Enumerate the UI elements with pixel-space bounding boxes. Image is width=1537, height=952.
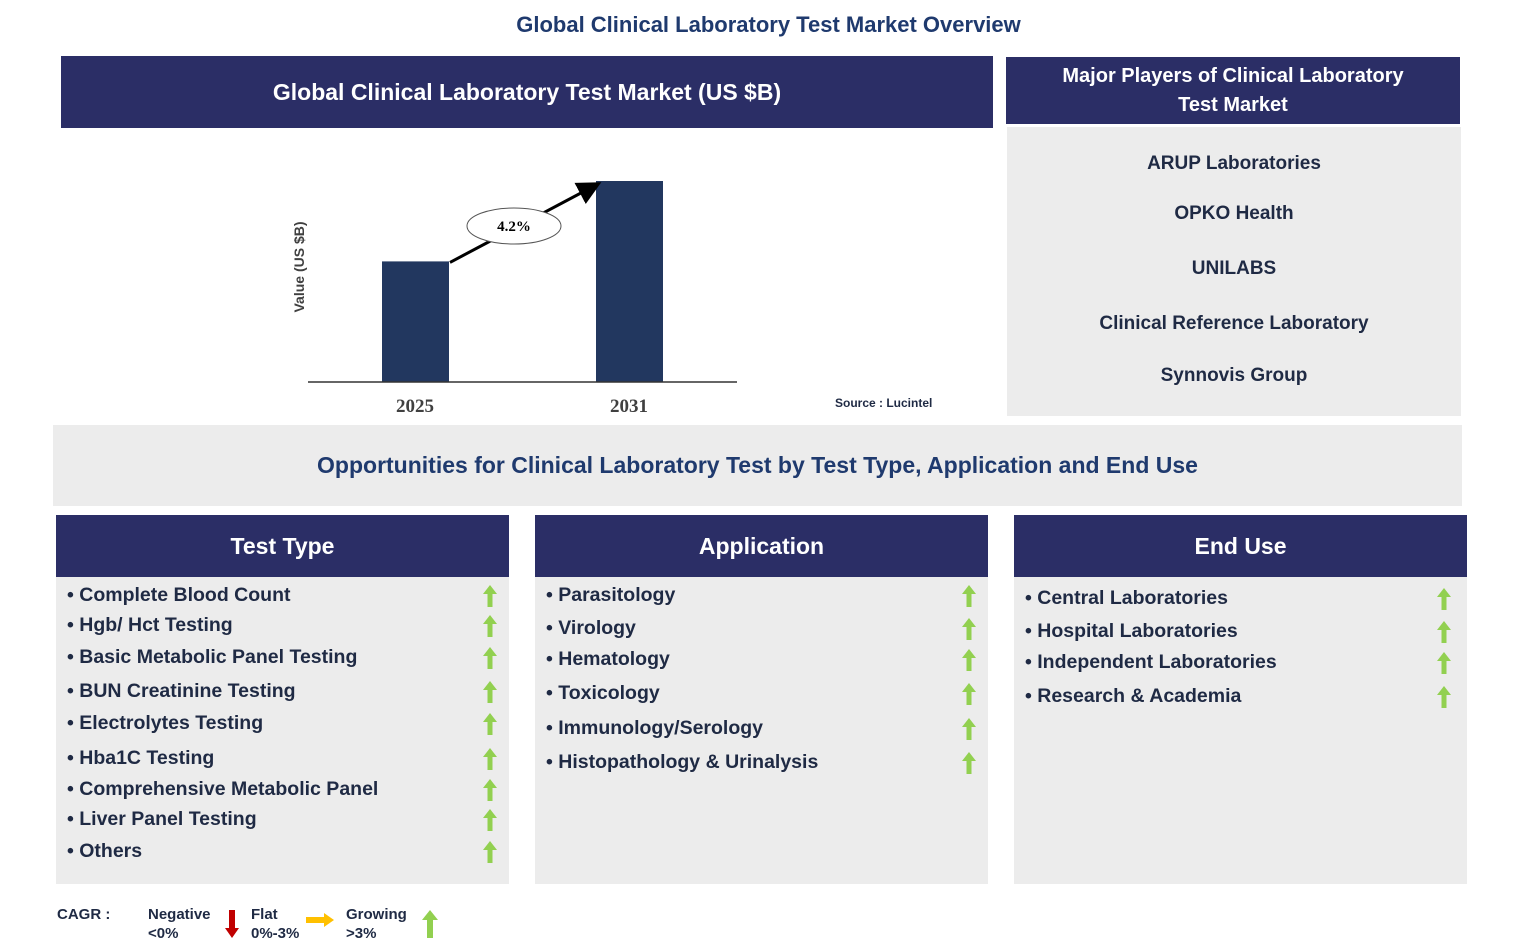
up-arrow-icon — [962, 683, 976, 705]
legend-negative: Negative <0% — [148, 906, 211, 942]
list-item: • Immunology/Serology — [546, 717, 764, 739]
up-arrow-icon — [962, 618, 976, 640]
list-item: • Electrolytes Testing — [67, 712, 264, 734]
page-title: Global Clinical Laboratory Test Market O… — [516, 12, 1021, 37]
cagr-ellipse — [466, 207, 562, 245]
list-item: • Hospital Laboratories — [1025, 620, 1238, 642]
x-tick-label: 2025 — [396, 396, 434, 417]
column-header: End Use — [1014, 515, 1467, 577]
up-arrow-icon — [483, 809, 497, 831]
right-arrow-icon — [306, 913, 334, 927]
players-panel: ARUP Laboratories OPKO Health UNILABS Clini… — [1007, 127, 1461, 416]
list-item: • Others — [67, 840, 143, 862]
up-arrow-icon — [483, 748, 497, 770]
list-item: • Basic Metabolic Panel Testing — [67, 646, 358, 668]
legend-growing: Growing >3% — [346, 906, 407, 942]
player-item: Synnovis Group — [1160, 365, 1308, 386]
column-header: Test Type — [56, 515, 509, 577]
column-panel — [535, 577, 988, 884]
up-arrow-icon — [483, 585, 497, 607]
column-panel — [56, 577, 509, 884]
column-header: Application — [535, 515, 988, 577]
up-arrow-icon — [962, 718, 976, 740]
source-label: Source : Lucintel — [835, 396, 932, 410]
x-tick-label: 2031 — [610, 396, 648, 417]
up-arrow-icon — [483, 841, 497, 863]
list-item: • Liver Panel Testing — [67, 808, 257, 830]
cagr-label: 4.2% — [497, 219, 531, 235]
down-arrow-icon — [225, 910, 239, 938]
list-item: • Hba1C Testing — [67, 747, 215, 769]
up-arrow-icon — [962, 649, 976, 671]
up-arrow-icon — [483, 615, 497, 637]
up-arrow-icon — [483, 713, 497, 735]
up-arrow-icon — [962, 585, 976, 607]
list-item: • Independent Laboratories — [1025, 651, 1277, 673]
up-arrow-icon — [962, 752, 976, 774]
list-item: • Comprehensive Metabolic Panel — [67, 778, 379, 800]
list-item: • Virology — [546, 617, 636, 639]
legend-label: CAGR : — [57, 906, 111, 923]
list-item: • Parasitology — [546, 584, 676, 606]
bar-2025 — [382, 261, 449, 382]
up-arrow-icon — [422, 910, 438, 938]
player-item: UNILABS — [1191, 258, 1277, 279]
list-item: • Toxicology — [546, 682, 660, 704]
player-item: ARUP Laboratories — [1147, 153, 1321, 174]
list-item: • BUN Creatinine Testing — [67, 680, 296, 702]
bar-2031 — [596, 181, 663, 382]
up-arrow-icon — [483, 647, 497, 669]
players-header: Major Players of Clinical Laboratory Tes… — [1006, 57, 1460, 124]
up-arrow-icon — [1437, 686, 1451, 708]
player-item: Clinical Reference Laboratory — [1099, 313, 1369, 334]
list-item: • Central Laboratories — [1025, 587, 1228, 609]
up-arrow-icon — [483, 681, 497, 703]
list-item: • Complete Blood Count — [67, 584, 291, 606]
column-panel — [1014, 577, 1467, 884]
chart-header: Global Clinical Laboratory Test Market (… — [61, 56, 993, 128]
legend-flat: Flat 0%-3% — [251, 906, 300, 942]
y-axis-label: Value (US $B) — [291, 221, 307, 312]
up-arrow-icon — [483, 779, 497, 801]
up-arrow-icon — [1437, 652, 1451, 674]
list-item: • Hgb/ Hct Testing — [67, 614, 233, 636]
list-item: • Research & Academia — [1025, 685, 1242, 707]
opportunities-title: Opportunities for Clinical Laboratory Te… — [53, 425, 1462, 506]
list-item: • Histopathology & Urinalysis — [546, 751, 819, 773]
list-item: • Hematology — [546, 648, 670, 670]
up-arrow-icon — [1437, 621, 1451, 643]
player-item: OPKO Health — [1174, 203, 1294, 224]
up-arrow-icon — [1437, 588, 1451, 610]
bar-chart: 2025 2031 4.2% Value (US $B) Source : Lucint… — [291, 181, 932, 417]
